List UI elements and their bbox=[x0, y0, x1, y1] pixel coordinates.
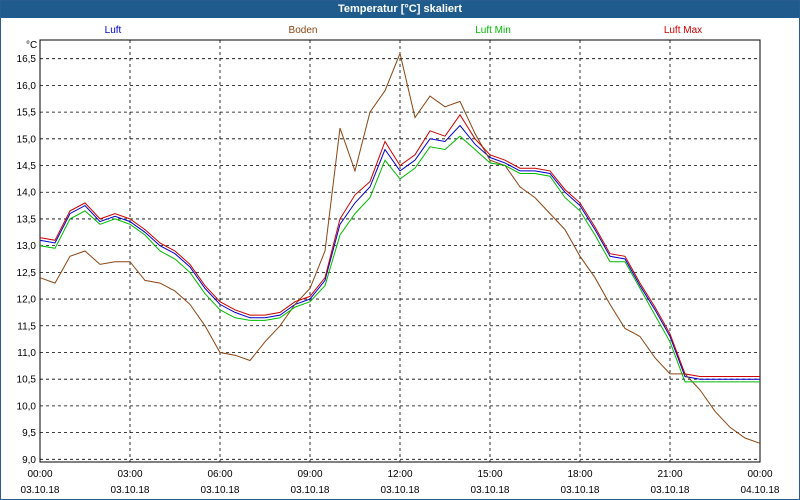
grid bbox=[40, 40, 760, 462]
x-tick-time: 18:00 bbox=[567, 469, 592, 480]
y-tick-label: 13,5 bbox=[17, 214, 37, 225]
x-tick-time: 09:00 bbox=[297, 469, 322, 480]
x-tick-date: 03.10.18 bbox=[111, 485, 150, 496]
legend-item-boden: Boden bbox=[289, 25, 318, 36]
x-tick-time: 06:00 bbox=[207, 469, 232, 480]
y-tick-label: 10,5 bbox=[17, 375, 37, 386]
legend-item-luft: Luft bbox=[105, 25, 122, 36]
y-tick-label: 15,5 bbox=[17, 108, 37, 119]
y-tick-label: 12,5 bbox=[17, 268, 37, 279]
y-tick-label: 14,5 bbox=[17, 161, 37, 172]
x-tick-date: 03.10.18 bbox=[651, 485, 690, 496]
x-tick-date: 03.10.18 bbox=[381, 485, 420, 496]
x-tick-date: 03.10.18 bbox=[291, 485, 330, 496]
x-tick-date: 04.10.18 bbox=[741, 485, 780, 496]
x-tick-time: 15:00 bbox=[477, 469, 502, 480]
series-line-luft bbox=[39, 124, 760, 380]
x-tick-date: 03.10.18 bbox=[21, 485, 60, 496]
legend-item-luft-max: Luft Max bbox=[664, 25, 702, 36]
y-tick-label: 16,0 bbox=[17, 81, 37, 92]
y-tick-label: 12,0 bbox=[17, 295, 37, 306]
legend-item-luft-min: Luft Min bbox=[475, 25, 511, 36]
y-tick-label: 11,0 bbox=[17, 348, 36, 359]
plot-frame bbox=[39, 39, 761, 463]
x-tick-time: 00:00 bbox=[747, 469, 772, 480]
x-tick-time: 03:00 bbox=[117, 469, 142, 480]
x-tick-date: 03.10.18 bbox=[561, 485, 600, 496]
y-tick-label: 16,5 bbox=[17, 54, 37, 65]
x-tick-date: 03.10.18 bbox=[471, 485, 510, 496]
y-tick-label: 14,0 bbox=[17, 188, 37, 199]
legend: Luft Boden Luft Min Luft Max bbox=[105, 25, 703, 36]
x-tick-date: 03.10.18 bbox=[201, 485, 240, 496]
window-title: Temperatur [°C] skaliert bbox=[1, 1, 799, 18]
y-tick-label: 15,0 bbox=[17, 134, 37, 145]
y-tick-label: 11,5 bbox=[17, 321, 36, 332]
x-tick-time: 00:00 bbox=[27, 469, 52, 480]
y-tick-label: 9,5 bbox=[22, 428, 36, 439]
series-line-luft-max bbox=[39, 113, 760, 377]
series-layer bbox=[39, 51, 761, 444]
x-tick-time: 12:00 bbox=[387, 469, 412, 480]
series-line-luft-min bbox=[39, 135, 760, 383]
y-tick-label: 10,0 bbox=[17, 401, 37, 412]
y-tick-label: 13,0 bbox=[17, 241, 37, 252]
y-axis-ticks: 9,0 9,5 10,0 10,5 11,0 11,5 12,0 12,5 13,0 13,5 14… bbox=[17, 54, 37, 466]
x-axis-ticks: 00:00 03.10.18 03:00 03.10.18 06:00 03.10.18 0… bbox=[21, 469, 780, 496]
x-tick-time: 21:00 bbox=[657, 469, 682, 480]
series-line-boden bbox=[39, 51, 761, 444]
y-tick-label: 9,0 bbox=[22, 455, 36, 466]
y-axis-label: °C bbox=[26, 40, 37, 51]
